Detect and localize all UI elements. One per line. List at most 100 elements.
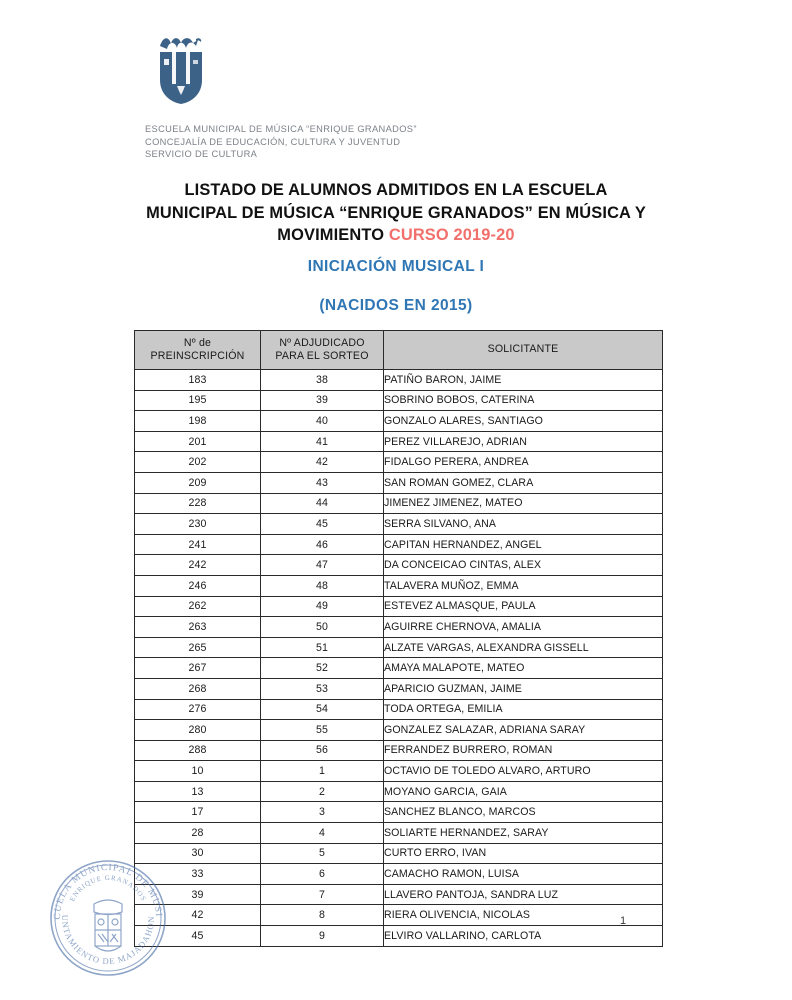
table-row: 45 9 ELVIRO VALLARINO, CARLOTA (134, 925, 663, 947)
letterhead-line-school: ESCUELA MUNICIPAL DE MÚSICA “ENRIQUE GRA… (145, 124, 417, 134)
cell-preinscripcion: 230 (134, 513, 261, 535)
cell-preinscripcion: 195 (134, 389, 261, 412)
cell-preinscripcion: 30 (134, 842, 261, 865)
column-header-solicitante: SOLICITANTE (383, 330, 663, 370)
table-row: 241 46 CAPITAN HERNANDEZ, ANGEL (134, 533, 663, 556)
cell-adjudicado: 51 (260, 636, 384, 659)
cell-solicitante: FERRANDEZ BURRERO, ROMAN (383, 739, 663, 762)
cell-solicitante: APARICIO GUZMAN, JAIME (383, 677, 663, 700)
column-header-adjudicado-line2: PARA EL SORTEO (275, 350, 369, 362)
cell-solicitante: JIMENEZ JIMENEZ, MATEO (383, 492, 663, 515)
cell-solicitante: SAN ROMAN GOMEZ, CLARA (383, 471, 663, 494)
column-header-solicitante-label: SOLICITANTE (487, 343, 559, 356)
table-row: 183 38 PATIÑO BARON, JAIME (134, 369, 663, 391)
cell-solicitante: PEREZ VILLAREJO, ADRIAN (383, 430, 663, 453)
cell-preinscripcion: 42 (134, 904, 261, 927)
column-header-preinscripcion-line1: Nº de (183, 336, 212, 349)
cell-solicitante: ESTEVEZ ALMASQUE, PAULA (383, 595, 663, 618)
subtitle-level: INICIACIÓN MUSICAL I (307, 258, 485, 275)
cell-preinscripcion: 13 (134, 780, 261, 803)
cell-preinscripcion: 263 (134, 616, 261, 638)
cell-solicitante: ELVIRO VALLARINO, CARLOTA (383, 925, 663, 947)
cell-preinscripcion: 276 (134, 698, 261, 721)
cell-preinscripcion: 28 (134, 822, 261, 844)
cell-solicitante: TALAVERA MUÑOZ, EMMA (383, 574, 663, 597)
title-line-1: LISTADO DE ALUMNOS ADMITIDOS EN LA ESCUE… (184, 181, 608, 199)
cell-solicitante: SOBRINO BOBOS, CATERINA (383, 389, 663, 412)
table-row: 288 56 FERRANDEZ BURRERO, ROMAN (134, 739, 663, 762)
cell-solicitante: GONZALEZ SALAZAR, ADRIANA SARAY (383, 719, 663, 741)
cell-solicitante: SOLIARTE HERNANDEZ, SARAY (383, 822, 663, 844)
cell-preinscripcion: 262 (134, 595, 261, 618)
cell-preinscripcion: 183 (134, 369, 261, 391)
cell-adjudicado: 40 (260, 410, 384, 432)
table-row: 13 2 MOYANO GARCIA, GAIA (134, 780, 663, 803)
table-header: Nº de PREINSCRIPCIÓN Nº ADJUDICADO PARA … (134, 330, 663, 370)
cell-solicitante: AMAYA MALAPOTE, MATEO (383, 657, 663, 679)
cell-solicitante: OCTAVIO DE TOLEDO ALVARO, ARTURO (383, 760, 663, 782)
cell-adjudicado: 41 (260, 430, 384, 453)
cell-solicitante: ALZATE VARGAS, ALEXANDRA GISSELL (383, 636, 663, 659)
table-row: 39 7 LLAVERO PANTOJA, SANDRA LUZ (134, 883, 663, 906)
cell-adjudicado: 2 (260, 780, 384, 803)
cell-solicitante: MOYANO GARCIA, GAIA (383, 780, 663, 803)
table-row: 280 55 GONZALEZ SALAZAR, ADRIANA SARAY (134, 719, 663, 741)
letterhead: ESCUELA MUNICIPAL DE MÚSICA “ENRIQUE GRA… (145, 123, 565, 161)
subtitle-birth-year: (NACIDOS EN 2015) (319, 297, 473, 314)
column-header-adjudicado: Nº ADJUDICADO PARA EL SORTEO (260, 330, 384, 370)
cell-preinscripcion: 33 (134, 863, 261, 885)
cell-solicitante: LLAVERO PANTOJA, SANDRA LUZ (383, 883, 663, 906)
table-row: 198 40 GONZALO ALARES, SANTIAGO (134, 410, 663, 432)
cell-preinscripcion: 268 (134, 677, 261, 700)
cell-solicitante: CAMACHO RAMON, LUISA (383, 863, 663, 885)
admitted-students-table-wrapper: Nº de PREINSCRIPCIÓN Nº ADJUDICADO PARA … (134, 330, 663, 947)
cell-adjudicado: 55 (260, 719, 384, 741)
page-title: LISTADO DE ALUMNOS ADMITIDOS EN LA ESCUE… (96, 179, 696, 247)
page-number: 1 (620, 915, 627, 927)
cell-adjudicado: 47 (260, 554, 384, 576)
cell-adjudicado: 49 (260, 595, 384, 618)
cell-preinscripcion: 201 (134, 430, 261, 453)
title-course-year: CURSO 2019-20 (388, 226, 515, 244)
table-row: 195 39 SOBRINO BOBOS, CATERINA (134, 389, 663, 412)
title-line-3: MOVIMIENTO CURSO 2019-20 (96, 224, 696, 247)
cell-adjudicado: 46 (260, 533, 384, 556)
cell-preinscripcion: 246 (134, 574, 261, 597)
cell-adjudicado: 3 (260, 801, 384, 824)
letterhead-line-service: SERVICIO DE CULTURA (145, 149, 258, 160)
cell-adjudicado: 8 (260, 904, 384, 927)
cell-solicitante: GONZALO ALARES, SANTIAGO (383, 410, 663, 432)
cell-adjudicado: 6 (260, 863, 384, 885)
table-row: 28 4 SOLIARTE HERNANDEZ, SARAY (134, 822, 663, 844)
cell-preinscripcion: 17 (134, 801, 261, 824)
title-line-2: MUNICIPAL DE MÚSICA “ENRIQUE GRANADOS” E… (146, 203, 646, 222)
cell-adjudicado: 54 (260, 698, 384, 721)
cell-preinscripcion: 241 (134, 533, 261, 556)
table-row: 30 5 CURTO ERRO, IVAN (134, 842, 663, 865)
cell-preinscripcion: 265 (134, 636, 261, 659)
cell-preinscripcion: 288 (134, 739, 261, 762)
letterhead-line-department: CONCEJALÍA DE EDUCACIÓN, CULTURA Y JUVEN… (145, 136, 401, 147)
table-body: 183 38 PATIÑO BARON, JAIME 195 39 SOBRINO BOB… (134, 369, 663, 947)
cell-adjudicado: 52 (260, 657, 384, 679)
table-row: 242 47 DA CONCEICAO CINTAS, ALEX (134, 554, 663, 576)
cell-adjudicado: 7 (260, 883, 384, 906)
table-row: 265 51 ALZATE VARGAS, ALEXANDRA GISSELL (134, 636, 663, 659)
table-row: 276 54 TODA ORTEGA, EMILIA (134, 698, 663, 721)
cell-preinscripcion: 39 (134, 883, 261, 906)
cell-adjudicado: 44 (260, 492, 384, 515)
column-header-preinscripcion: Nº de PREINSCRIPCIÓN (134, 330, 261, 370)
cell-adjudicado: 9 (260, 925, 384, 947)
table-row: 262 49 ESTEVEZ ALMASQUE, PAULA (134, 595, 663, 618)
cell-preinscripcion: 198 (134, 410, 261, 432)
cell-preinscripcion: 209 (134, 471, 261, 494)
table-row: 33 6 CAMACHO RAMON, LUISA (134, 863, 663, 885)
cell-solicitante: DA CONCEICAO CINTAS, ALEX (383, 554, 663, 576)
cell-preinscripcion: 228 (134, 492, 261, 515)
table-row: 263 50 AGUIRRE CHERNOVA, AMALIA (134, 616, 663, 638)
table-row: 209 43 SAN ROMAN GOMEZ, CLARA (134, 471, 663, 494)
cell-preinscripcion: 280 (134, 719, 261, 741)
cell-solicitante: SANCHEZ BLANCO, MARCOS (383, 801, 663, 824)
cell-adjudicado: 4 (260, 822, 384, 844)
cell-preinscripcion: 267 (134, 657, 261, 679)
